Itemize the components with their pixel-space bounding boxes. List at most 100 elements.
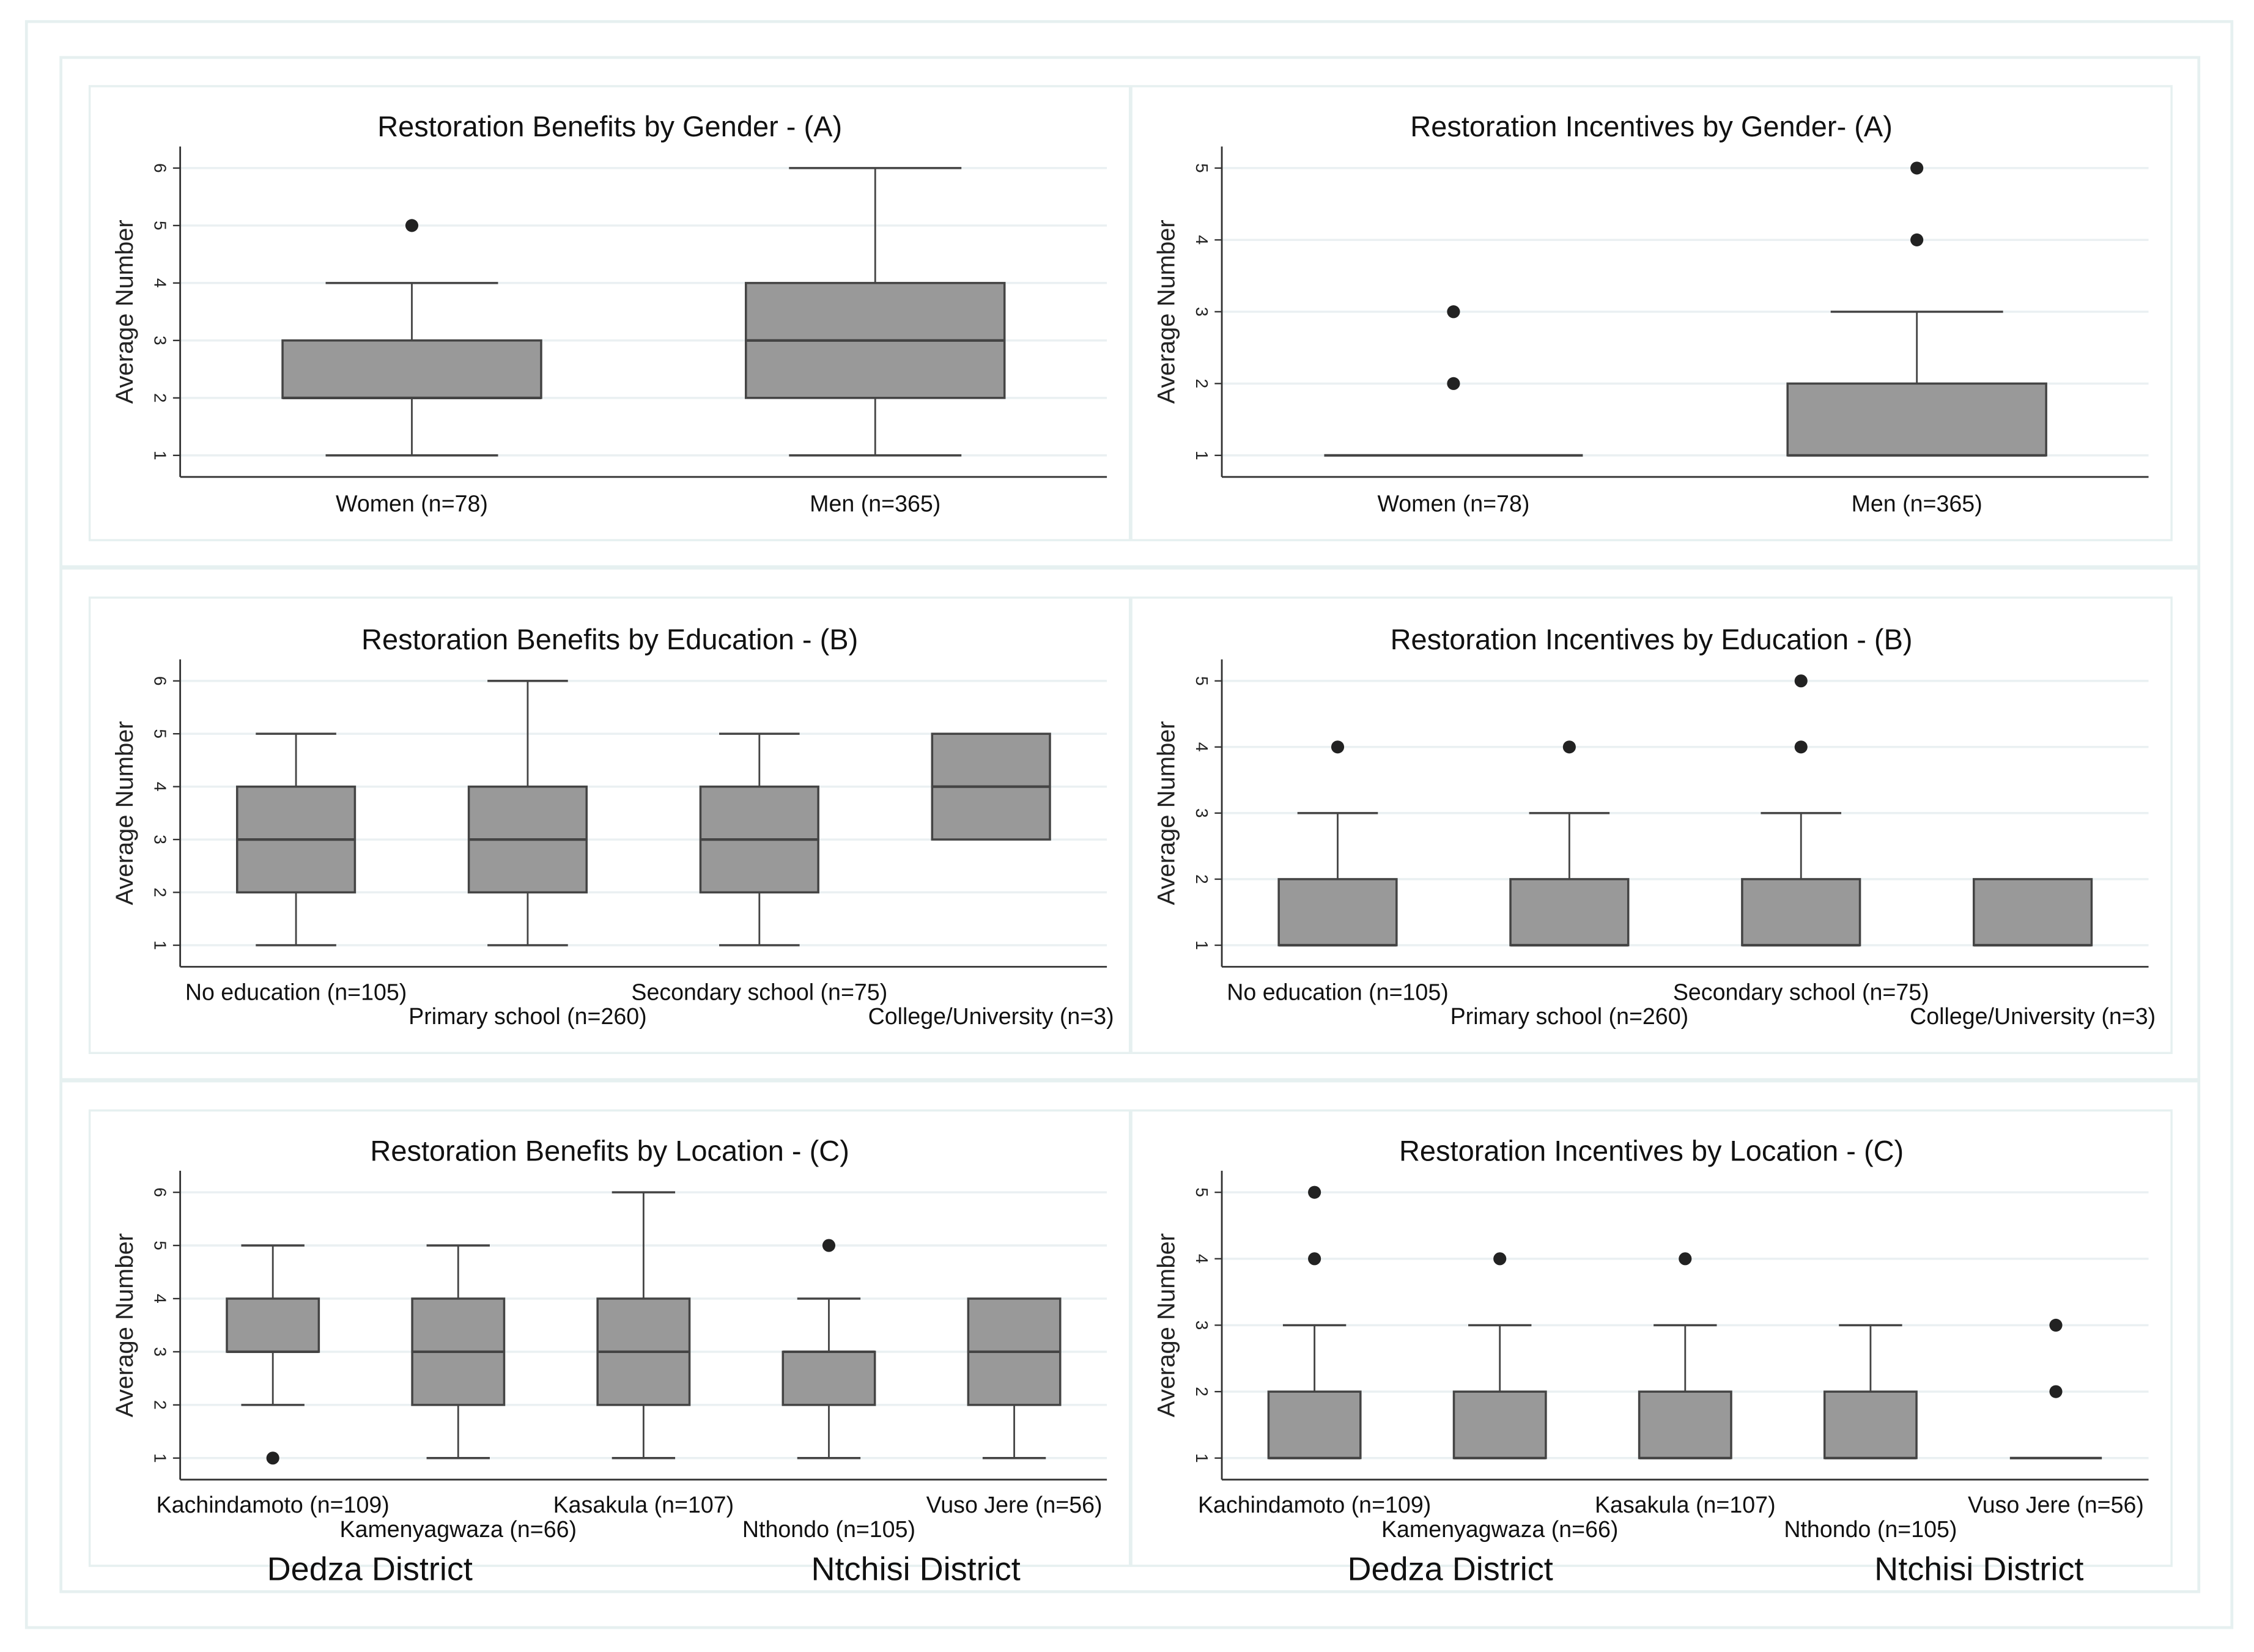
chart-title: Restoration Incentives by Education - (B… xyxy=(1391,623,1913,655)
box-iqr xyxy=(1267,1390,1362,1459)
chart-title: Restoration Benefits by Location - (C) xyxy=(370,1134,849,1167)
box-group: Kasakula (n=107) xyxy=(1595,1252,1776,1517)
y-axis-label: Average Number xyxy=(1153,1233,1180,1417)
outlier-point xyxy=(1447,377,1460,390)
box-group: Secondary school (n=75) xyxy=(1673,674,1929,1005)
y-tick-label: 1 xyxy=(1192,940,1212,950)
x-tick-label: Kasakula (n=107) xyxy=(1595,1492,1776,1517)
x-tick-label: Kachindamoto (n=109) xyxy=(1198,1492,1431,1517)
y-tick-label: 1 xyxy=(1192,1453,1212,1463)
y-tick-label: 2 xyxy=(1192,1387,1212,1396)
x-tick-label: Nthondo (n=105) xyxy=(742,1516,915,1542)
y-tick-label: 4 xyxy=(1192,742,1212,752)
box-group: College/University (n=3) xyxy=(1910,878,2156,1029)
chart-title: Restoration Benefits by Education - (B) xyxy=(361,623,858,655)
panel-frame xyxy=(1130,596,2173,1054)
y-tick-label: 5 xyxy=(1192,676,1212,686)
x-tick-label: Secondary school (n=75) xyxy=(631,979,887,1005)
y-axis-label: Average Number xyxy=(111,219,138,404)
y-tick-label: 3 xyxy=(150,336,170,345)
x-tick-label: Kachindamoto (n=109) xyxy=(157,1492,390,1517)
outlier-point xyxy=(1493,1252,1507,1266)
district-label: Ntchisi District xyxy=(811,1551,1021,1588)
outlier-point xyxy=(1794,740,1808,754)
box-group: College/University (n=3) xyxy=(868,732,1114,1029)
y-tick-label: 3 xyxy=(150,1347,170,1357)
box-iqr xyxy=(1452,1390,1547,1459)
x-tick-label: Kasakula (n=107) xyxy=(553,1492,734,1517)
y-tick-label: 5 xyxy=(150,729,170,739)
box-iqr xyxy=(226,1297,320,1353)
box-iqr xyxy=(281,339,542,399)
x-tick-label: Kamenyagwaza (n=66) xyxy=(1381,1516,1619,1542)
box-iqr xyxy=(1509,878,1630,946)
y-axis-label: Average Number xyxy=(1153,219,1180,404)
chart-title: Restoration Benefits by Gender - (A) xyxy=(377,110,842,142)
box-iqr xyxy=(1741,878,1861,946)
x-tick-label: Primary school (n=260) xyxy=(1450,1003,1689,1029)
x-tick-label: No education (n=105) xyxy=(1227,979,1448,1005)
box-group: Vuso Jere (n=56) xyxy=(926,1297,1103,1517)
chart-panel-3: Restoration Benefits by Education - (B) 1… xyxy=(88,596,1131,1054)
y-tick-label: 1 xyxy=(150,940,170,950)
box-group: Kamenyagwaza (n=66) xyxy=(1381,1252,1619,1542)
chart-panel-6: Restoration Incentives by Location - (C)… xyxy=(1130,1109,2173,1588)
box-group: Kamenyagwaza (n=66) xyxy=(340,1244,577,1542)
y-tick-label: 2 xyxy=(1192,378,1212,388)
x-tick-label: Secondary school (n=75) xyxy=(1673,979,1929,1005)
y-tick-label: 1 xyxy=(1192,451,1212,460)
y-tick-label: 4 xyxy=(1192,1254,1212,1264)
outlier-point xyxy=(1679,1252,1692,1266)
y-tick-label: 4 xyxy=(150,278,170,288)
y-tick-label: 3 xyxy=(1192,808,1212,818)
y-tick-label: 3 xyxy=(1192,307,1212,317)
box-iqr xyxy=(1638,1390,1732,1459)
y-axis-label: Average Number xyxy=(1153,721,1180,905)
box-group: Primary school (n=260) xyxy=(408,679,647,1029)
box-group: Kasakula (n=107) xyxy=(553,1191,734,1517)
box-group: Nthondo (n=105) xyxy=(1784,1324,1957,1542)
chart-panel-2: Restoration Incentives by Gender- (A) 1 2 3… xyxy=(1130,85,2173,542)
outlier-point xyxy=(1308,1252,1321,1266)
x-tick-label: Women (n=78) xyxy=(336,490,488,516)
y-tick-label: 5 xyxy=(150,221,170,230)
x-tick-label: Women (n=78) xyxy=(1377,490,1529,516)
box-group: Primary school (n=260) xyxy=(1450,740,1689,1029)
outlier-point xyxy=(405,219,419,232)
box-group: No education (n=105) xyxy=(185,732,407,1005)
y-tick-label: 2 xyxy=(1192,874,1212,884)
box-iqr xyxy=(1823,1390,1918,1459)
box-group: Kachindamoto (n=109) xyxy=(157,1244,390,1517)
y-tick-label: 5 xyxy=(1192,1187,1212,1197)
panel-frame xyxy=(1130,85,2173,542)
y-tick-label: 5 xyxy=(1192,163,1212,173)
district-label: Ntchisi District xyxy=(1874,1551,2083,1588)
box-iqr xyxy=(1973,878,2093,946)
box-group: Nthondo (n=105) xyxy=(742,1239,915,1542)
box-iqr xyxy=(1786,382,2047,457)
x-tick-label: Nthondo (n=105) xyxy=(1784,1516,1957,1542)
outlier-point xyxy=(2049,1385,2063,1398)
x-tick-label: Men (n=365) xyxy=(1852,490,1982,516)
chart-panel-4: Restoration Incentives by Education - (B… xyxy=(1130,596,2173,1054)
box-group: Women (n=78) xyxy=(1324,305,1583,516)
chart-panel-5: Restoration Benefits by Location - (C) 1 2… xyxy=(88,1109,1131,1588)
outlier-point xyxy=(822,1239,836,1252)
y-tick-label: 2 xyxy=(150,393,170,403)
y-tick-label: 5 xyxy=(150,1241,170,1250)
box-group: Men (n=365) xyxy=(745,167,1006,516)
chart-title: Restoration Incentives by Location - (C) xyxy=(1399,1134,1904,1167)
district-label: Dedza District xyxy=(1348,1551,1553,1588)
outlier-point xyxy=(1910,161,1924,175)
box-group: Kachindamoto (n=109) xyxy=(1198,1186,1431,1517)
box-iqr xyxy=(782,1351,876,1406)
outlier-point xyxy=(1331,740,1345,754)
y-tick-label: 1 xyxy=(150,451,170,460)
x-tick-label: College/University (n=3) xyxy=(868,1003,1114,1029)
box-group: Vuso Jere (n=56) xyxy=(1968,1318,2144,1517)
outlier-point xyxy=(1308,1186,1321,1199)
y-tick-label: 1 xyxy=(150,1453,170,1463)
x-tick-label: No education (n=105) xyxy=(185,979,407,1005)
x-tick-label: Primary school (n=260) xyxy=(408,1003,647,1029)
